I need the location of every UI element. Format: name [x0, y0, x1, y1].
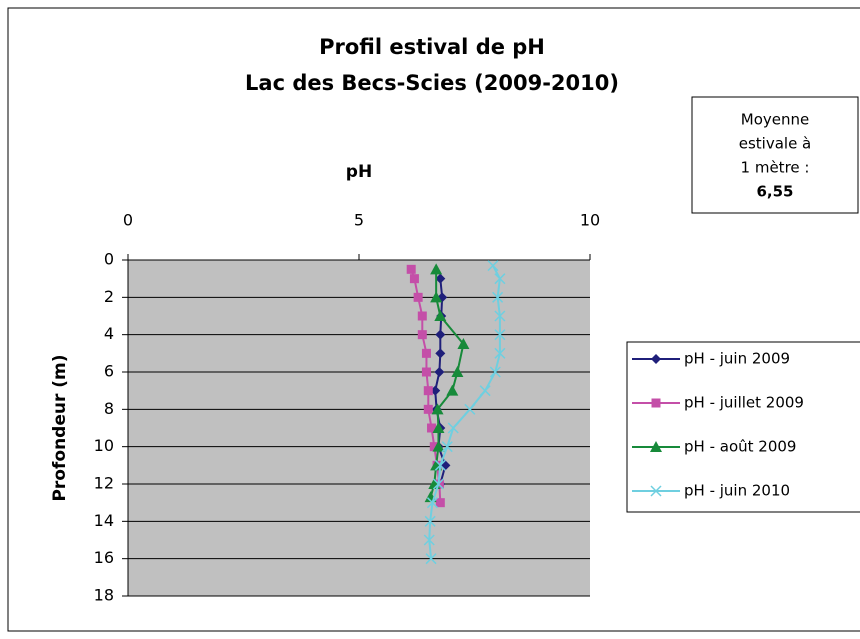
marker — [434, 367, 445, 377]
x-tick-label: 5 — [354, 211, 364, 230]
marker — [417, 330, 427, 340]
marker — [432, 478, 444, 490]
marker — [479, 385, 491, 397]
marker — [423, 386, 433, 396]
marker — [492, 291, 504, 303]
y-tick-label: 14 — [94, 511, 114, 530]
marker — [435, 273, 446, 284]
marker — [421, 367, 431, 377]
y-tick-label: 0 — [104, 250, 114, 269]
legend-marker — [651, 398, 661, 408]
marker — [427, 423, 437, 433]
marker — [494, 273, 506, 285]
marker — [430, 291, 443, 303]
marker — [446, 384, 459, 396]
marker — [494, 310, 506, 322]
marker — [464, 403, 476, 415]
marker — [431, 403, 444, 415]
marker — [432, 422, 445, 433]
annotation: Moyenne — [741, 111, 809, 129]
marker — [435, 498, 445, 508]
marker — [487, 260, 499, 272]
legend-text: pH - août 2009 — [684, 438, 796, 456]
marker — [434, 310, 447, 321]
marker — [434, 459, 446, 471]
marker — [426, 497, 438, 509]
marker — [430, 263, 443, 275]
marker — [441, 441, 453, 453]
marker — [435, 348, 446, 359]
legend-marker — [650, 441, 662, 452]
marker — [429, 442, 439, 452]
legend-marker — [650, 485, 662, 497]
y-tick-label: 4 — [104, 324, 114, 343]
y-axis-label: Profondeur (m) — [50, 354, 70, 501]
annotation-box — [691, 96, 859, 214]
chart-title: Profil estival de pH — [319, 35, 545, 59]
marker — [489, 366, 501, 378]
marker — [457, 338, 470, 349]
marker — [435, 329, 446, 340]
legend-box — [626, 341, 860, 513]
marker — [423, 404, 433, 414]
marker — [421, 348, 431, 358]
marker — [494, 347, 506, 359]
annotation-value: 6,55 — [756, 183, 793, 201]
marker — [424, 515, 436, 527]
legend-text: pH - juin 2009 — [684, 350, 790, 368]
marker — [447, 422, 459, 434]
legend-marker — [651, 354, 661, 364]
marker — [417, 311, 427, 321]
marker — [406, 264, 416, 274]
legend-text: pH - juillet 2009 — [684, 394, 804, 412]
legend-text: pH - juin 2010 — [684, 482, 790, 500]
marker — [409, 274, 419, 284]
x-tick-label: 0 — [123, 211, 133, 230]
marker — [494, 329, 506, 341]
y-tick-label: 6 — [104, 362, 114, 381]
chart-title: Lac des Becs-Scies (2009-2010) — [245, 71, 619, 95]
y-tick-label: 8 — [104, 399, 114, 418]
annotation: estivale à — [739, 135, 812, 153]
y-tick-label: 2 — [104, 287, 114, 306]
y-tick-label: 12 — [94, 474, 114, 493]
plot-area — [128, 260, 590, 596]
marker — [425, 553, 437, 565]
x-axis-label: pH — [346, 162, 372, 182]
y-tick-label: 16 — [94, 548, 114, 567]
annotation: 1 mètre : — [741, 159, 810, 177]
x-tick-label: 10 — [580, 211, 600, 230]
y-tick-label: 10 — [94, 436, 114, 455]
y-tick-label: 18 — [94, 586, 114, 605]
marker — [432, 440, 445, 452]
marker — [451, 366, 464, 377]
marker — [423, 534, 435, 546]
marker — [413, 292, 423, 302]
